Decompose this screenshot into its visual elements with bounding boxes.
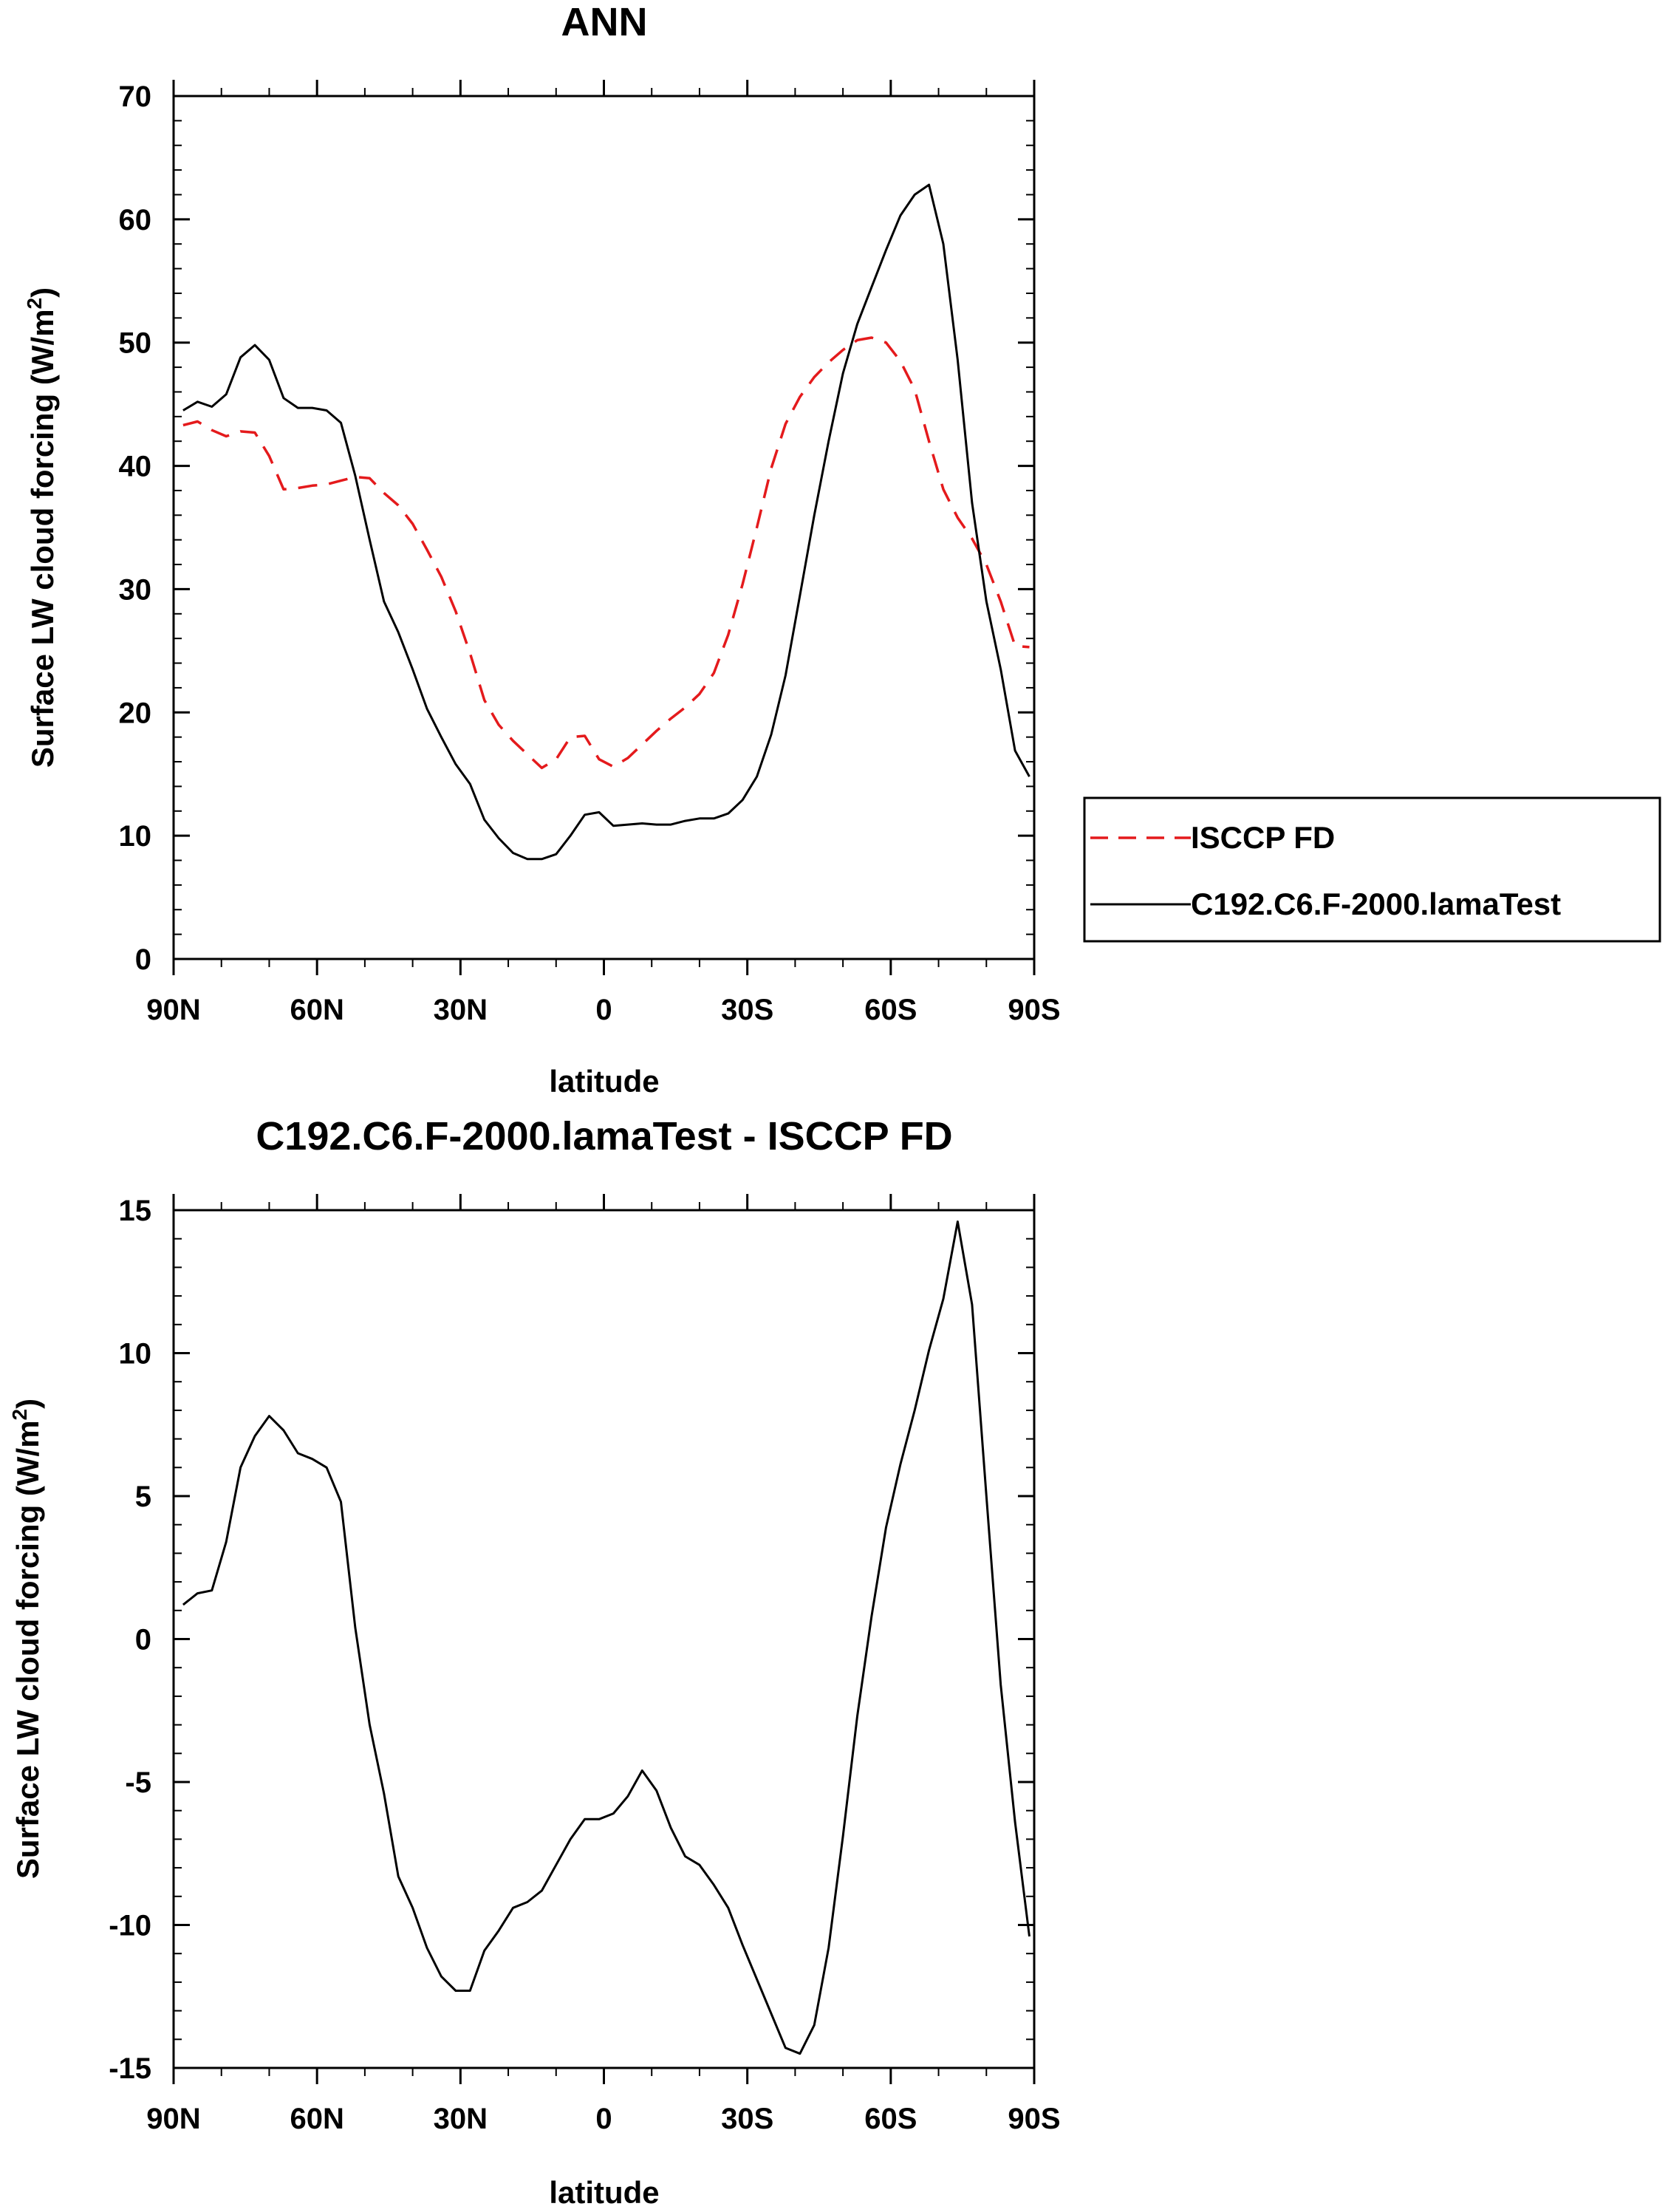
panel-bottom: C192.C6.F-2000.lamaTest - ISCCP FD -15-1… — [8, 1114, 1061, 2210]
legend-box — [1083, 796, 1661, 943]
panel-top-ytick-label: 50 — [119, 327, 152, 360]
panel-top-axes: 0 10 20 30 40 50 60 70 90N 60N 30N 0 30S 60S 90S — [119, 80, 1061, 1026]
panel-top-ytick-label: 0 — [135, 943, 151, 976]
panel-top-ylabel-close: ) — [25, 287, 60, 298]
panel-bottom-xtick-label: 90S — [1008, 2103, 1060, 2135]
panel-bottom-ytick-label: 5 — [135, 1481, 151, 1513]
panel-bottom-ylabel-main: Surface LW cloud forcing (W/m — [10, 1420, 45, 1879]
panel-top-xtick-label: 90S — [1008, 994, 1060, 1026]
panel-bottom-xtick-label: 90N — [146, 2103, 200, 2135]
panel-bottom-xtick-label: 30N — [434, 2103, 488, 2135]
panel-top-xtick-label: 60S — [864, 994, 917, 1026]
panel-bottom-ylabel-sup: 2 — [8, 1409, 31, 1421]
panel-top-xtick-label: 0 — [595, 994, 612, 1026]
panel-bottom-title: C192.C6.F-2000.lamaTest - ISCCP FD — [256, 1114, 952, 1158]
panel-top-series — [182, 183, 1030, 861]
legend-label-isccp: ISCCP FD — [1191, 820, 1335, 855]
panel-top-xlabel: latitude — [549, 1064, 659, 1099]
panel-top: ANN 0 10 20 30 40 50 60 70 90N 60N 30N 0 30S 60S 90S l… — [23, 0, 1661, 1099]
panel-top-ytick-label: 40 — [119, 451, 152, 483]
panel-bottom-xtick-label: 60N — [290, 2103, 343, 2135]
panel-bottom-ylabel-close: ) — [10, 1399, 45, 1409]
panel-bottom-ytick-label: 0 — [135, 1624, 151, 1656]
panel-top-xtick-label: 60N — [290, 994, 343, 1026]
panel-top-ylabel-main: Surface LW cloud forcing (W/m — [25, 309, 60, 768]
panel-bottom-ylabel: Surface LW cloud forcing (W/m2) — [8, 1399, 45, 1879]
panel-bottom-ytick-label: -10 — [109, 1910, 151, 1942]
panel-bottom-xtick-label: 0 — [595, 2103, 612, 2135]
panel-bottom-ytick-label: 15 — [119, 1195, 152, 1227]
panel-top-xtick-label: 30S — [721, 994, 773, 1026]
panel-top-series-1 — [182, 183, 1030, 861]
panel-top-ytick-label: 30 — [119, 573, 152, 606]
panel-top-ytick-label: 10 — [119, 820, 152, 853]
panel-top-xtick-label: 90N — [146, 994, 200, 1026]
panel-top-series-0 — [182, 336, 1030, 770]
panel-bottom-ytick-label: -5 — [125, 1766, 151, 1799]
panel-top-ytick-label: 70 — [119, 81, 152, 113]
legend: ISCCP FD C192.C6.F-2000.lamaTest — [1083, 796, 1661, 943]
panel-top-ylabel: Surface LW cloud forcing (W/m2) — [23, 287, 60, 768]
panel-top-title: ANN — [561, 0, 648, 44]
panel-top-ytick-label: 60 — [119, 204, 152, 236]
panel-top-xtick-label: 30N — [434, 994, 488, 1026]
panel-bottom-axes: -15 -10 -5 0 5 10 15 90N 60N 30N 0 30S 60S 90S — [109, 1194, 1061, 2135]
panel-bottom-series-0 — [182, 1221, 1030, 2055]
panel-bottom-ytick-label: 10 — [119, 1338, 152, 1370]
panel-top-ylabel-sup: 2 — [23, 298, 46, 310]
panel-top-ytick-label: 20 — [119, 697, 152, 729]
panel-bottom-ytick-label: -15 — [109, 2052, 151, 2085]
panel-bottom-xtick-label: 60S — [864, 2103, 917, 2135]
panel-bottom-xtick-label: 30S — [721, 2103, 773, 2135]
legend-label-model: C192.C6.F-2000.lamaTest — [1191, 887, 1561, 921]
panel-bottom-xlabel: latitude — [549, 2175, 659, 2210]
panel-bottom-series — [182, 1221, 1030, 2055]
